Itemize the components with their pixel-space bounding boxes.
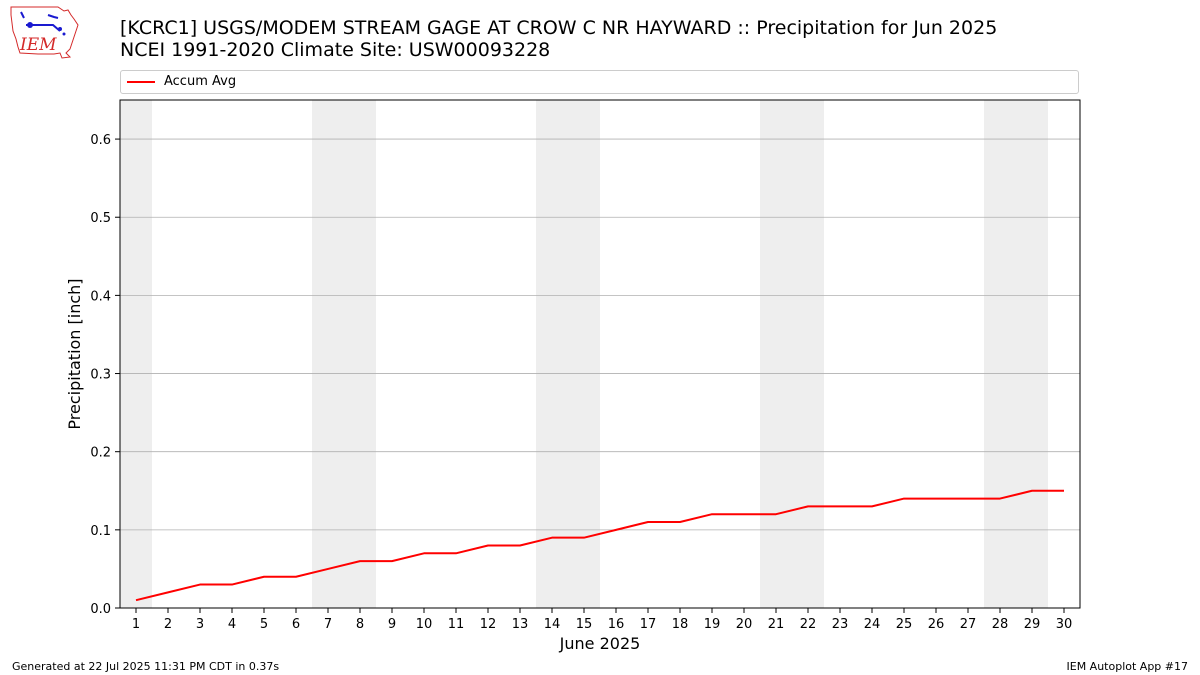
- footer-app: IEM Autoplot App #17: [1066, 660, 1189, 673]
- y-tick-label: 0.6: [90, 133, 111, 148]
- x-tick-label: 5: [260, 617, 268, 632]
- x-tick-label: 16: [608, 617, 625, 632]
- y-tick-label: 0.3: [90, 368, 111, 383]
- legend: Accum Avg: [120, 70, 1079, 94]
- weekend-band: [760, 100, 792, 608]
- x-tick-label: 17: [640, 617, 657, 632]
- x-tick-label: 30: [1056, 617, 1073, 632]
- x-tick-label: 3: [196, 617, 204, 632]
- x-tick-label: 4: [228, 617, 236, 632]
- x-tick-label: 12: [480, 617, 497, 632]
- x-tick-label: 18: [672, 617, 689, 632]
- x-tick-label: 6: [292, 617, 300, 632]
- y-tick-label: 0.1: [90, 524, 111, 539]
- x-tick-label: 13: [512, 617, 529, 632]
- x-tick-label: 27: [960, 617, 977, 632]
- chart-subtitle: NCEI 1991-2020 Climate Site: USW00093228: [120, 39, 551, 61]
- y-axis-label: Precipitation [inch]: [65, 278, 84, 429]
- station-dot-icon: [27, 22, 33, 28]
- y-tick-label: 0.5: [90, 211, 111, 226]
- weekend-band: [120, 100, 152, 608]
- y-tick-label: 0.2: [90, 446, 111, 461]
- chart-title: [KCRC1] USGS/MODEM STREAM GAGE AT CROW C…: [120, 17, 998, 39]
- plot-frame: [119, 99, 1081, 609]
- weekend-band: [312, 100, 344, 608]
- x-tick-label: 22: [800, 617, 817, 632]
- logo-text: IEM: [19, 35, 57, 55]
- legend-swatch: [127, 81, 155, 83]
- weekend-band: [344, 100, 376, 608]
- x-tick-label: 25: [896, 617, 913, 632]
- weekend-band: [536, 100, 568, 608]
- x-tick-label: 24: [864, 617, 881, 632]
- x-tick-label: 14: [544, 617, 561, 632]
- y-axis: 0.0 0.1 0.2 0.3 0.4 0.5 0.6: [90, 133, 120, 617]
- x-tick-label: 8: [356, 617, 364, 632]
- x-tick-label: 23: [832, 617, 849, 632]
- x-tick-label: 21: [768, 617, 785, 632]
- x-tick-label: 11: [448, 617, 465, 632]
- weekend-band: [792, 100, 824, 608]
- series-line-accum-avg: [135, 489, 1064, 602]
- weather-station-icon: [20, 11, 61, 32]
- x-tick-label: 29: [1024, 617, 1041, 632]
- weekend-band: [1016, 100, 1048, 608]
- x-tick-label: 10: [416, 617, 433, 632]
- x-tick-label: 7: [324, 617, 332, 632]
- y-tick-label: 0.0: [90, 602, 111, 617]
- series-layer: [135, 489, 1065, 602]
- x-tick-label: 19: [704, 617, 721, 632]
- legend-label: Accum Avg: [164, 74, 237, 89]
- x-tick-label: 15: [576, 617, 593, 632]
- x-axis-label: June 2025: [559, 634, 641, 653]
- weekend-band: [568, 100, 600, 608]
- iowa-outline-icon: [10, 6, 79, 59]
- weekend-shading: [120, 100, 1048, 608]
- x-tick-label: 28: [992, 617, 1009, 632]
- x-tick-label: 1: [132, 617, 140, 632]
- x-axis: 1 2 3 4 5 6 7 8 9 10 11 12 13 14 15 16 17 18 19 20 21 22 23 24 2…: [132, 608, 1072, 632]
- x-tick-label: 20: [736, 617, 753, 632]
- x-tick-label: 9: [388, 617, 396, 632]
- x-tick-label: 26: [928, 617, 945, 632]
- weekend-band: [984, 100, 1016, 608]
- iem-logo: IEM: [10, 6, 79, 59]
- y-tick-label: 0.4: [90, 289, 111, 304]
- grid-lines: [120, 138, 1080, 531]
- footer-generated: Generated at 22 Jul 2025 11:31 PM CDT in…: [12, 660, 280, 673]
- x-tick-label: 2: [164, 617, 172, 632]
